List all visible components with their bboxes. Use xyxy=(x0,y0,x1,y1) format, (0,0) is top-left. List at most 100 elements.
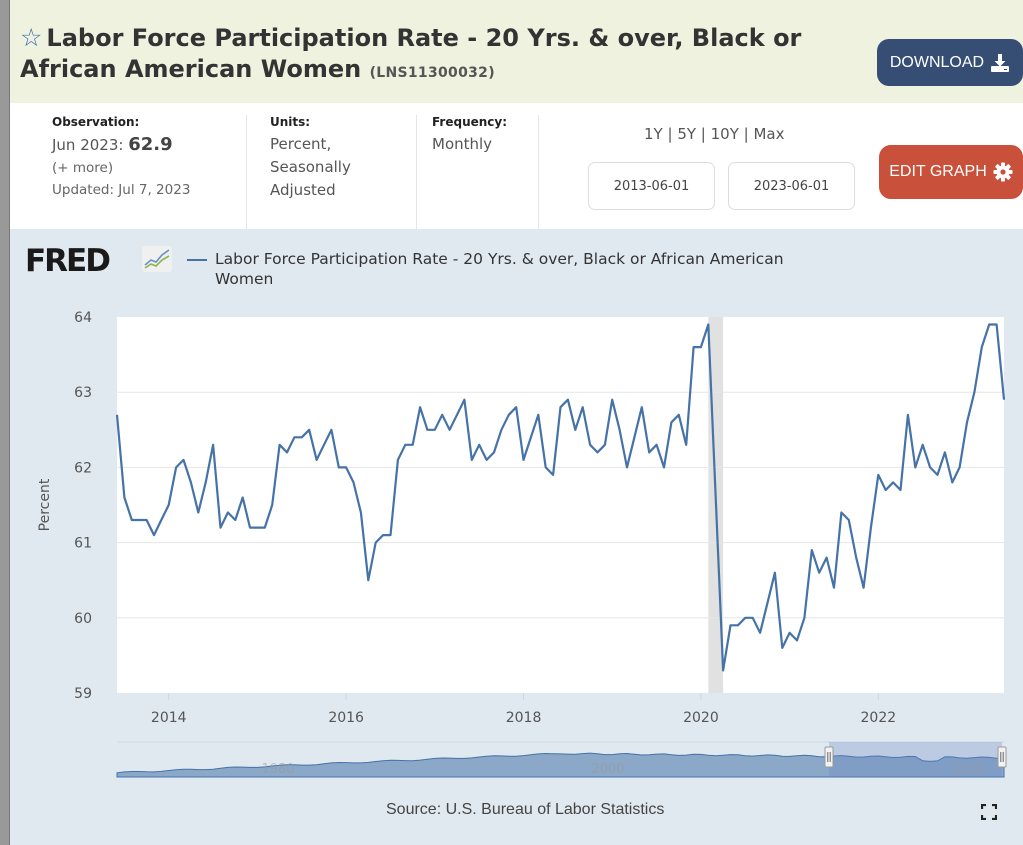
data-point xyxy=(204,480,208,484)
data-point xyxy=(610,398,614,402)
data-point xyxy=(278,443,282,447)
data-point xyxy=(130,518,134,522)
series-title: Labor Force Participation Rate - 20 Yrs.… xyxy=(20,24,802,83)
navigator-handle[interactable] xyxy=(997,746,1007,768)
observation-date: Jun 2023: xyxy=(52,136,124,154)
data-point xyxy=(218,526,222,530)
star-outline-icon[interactable]: ☆ xyxy=(20,23,43,52)
fred-logo: FRED xyxy=(25,243,111,279)
line-chart[interactable]: 59 60 61 62 63 64 Percent 2014 2016 2018 2020 2022 1… xyxy=(10,229,1023,845)
data-point xyxy=(411,443,415,447)
data-point xyxy=(307,428,311,432)
data-point xyxy=(285,450,289,454)
data-point xyxy=(773,571,777,575)
data-point xyxy=(566,398,570,402)
data-point xyxy=(795,638,799,642)
download-button[interactable]: DOWNLOAD xyxy=(877,39,1023,86)
frequency-label: Frequency: xyxy=(432,115,508,129)
navigator-selection xyxy=(829,742,1002,777)
y-tick-label: 59 xyxy=(74,686,92,702)
data-point xyxy=(810,548,814,552)
observation-label: Observation: xyxy=(52,115,140,129)
units-line1: Percent, xyxy=(270,135,332,153)
data-point xyxy=(440,413,444,417)
end-date-input[interactable]: 2023-06-01 xyxy=(728,162,855,210)
data-point xyxy=(396,458,400,462)
data-point xyxy=(817,571,821,575)
observation-value-row: Jun 2023: 62.9 xyxy=(52,133,190,157)
series-meta: Observation: Jun 2023: 62.9 (+ more) Upd… xyxy=(10,103,1023,229)
data-point xyxy=(292,435,296,439)
data-point xyxy=(706,323,710,327)
data-point xyxy=(669,420,673,424)
data-point xyxy=(899,488,903,492)
data-point xyxy=(603,443,607,447)
data-point xyxy=(921,443,925,447)
edit-graph-button[interactable]: EDIT GRAPH xyxy=(879,145,1023,199)
data-point xyxy=(248,526,252,530)
data-point xyxy=(322,443,326,447)
data-point xyxy=(226,511,230,515)
data-point xyxy=(573,428,577,432)
data-point xyxy=(233,518,237,522)
divider xyxy=(416,115,417,229)
data-point xyxy=(403,443,407,447)
data-point xyxy=(743,616,747,620)
y-tick-label: 64 xyxy=(74,310,92,326)
fullscreen-icon[interactable] xyxy=(981,804,997,820)
units-label: Units: xyxy=(270,115,311,129)
range-10y-link[interactable]: 10Y xyxy=(710,125,739,143)
data-point xyxy=(462,398,466,402)
legend-label[interactable]: Labor Force Participation Rate - 20 Yrs.… xyxy=(215,249,835,289)
range-separator: | xyxy=(696,125,711,143)
range-1y-link[interactable]: 1Y xyxy=(644,125,663,143)
data-point xyxy=(544,465,548,469)
plot-area xyxy=(117,317,1004,693)
data-point xyxy=(470,458,474,462)
data-point xyxy=(906,413,910,417)
data-point xyxy=(485,458,489,462)
navigator-area xyxy=(116,752,1005,778)
fred-chart-icon xyxy=(142,246,172,272)
data-point xyxy=(211,443,215,447)
data-point xyxy=(714,495,718,499)
data-point xyxy=(425,428,429,432)
y-tick-label: 63 xyxy=(74,385,92,401)
data-point xyxy=(684,443,688,447)
data-point xyxy=(174,465,178,469)
navigator-label: 1980 xyxy=(261,762,294,777)
data-point xyxy=(632,435,636,439)
data-point xyxy=(122,495,126,499)
range-max-link[interactable]: Max xyxy=(753,125,785,143)
data-point xyxy=(765,601,769,605)
legend-line1: Labor Force Participation Rate - 20 Yrs.… xyxy=(215,250,784,268)
data-point xyxy=(802,616,806,620)
range-5y-link[interactable]: 5Y xyxy=(677,125,697,143)
data-point xyxy=(255,526,259,530)
series-line xyxy=(115,323,1006,672)
navigator-handle[interactable] xyxy=(824,746,834,768)
data-point xyxy=(913,465,917,469)
data-point xyxy=(115,413,119,417)
download-label: DOWNLOAD xyxy=(889,53,985,71)
range-separator: | xyxy=(738,125,754,143)
data-point xyxy=(736,623,740,627)
x-tick-label: 2016 xyxy=(328,710,364,726)
more-observations-link[interactable]: (+ more) xyxy=(52,160,114,176)
data-point xyxy=(721,668,725,672)
data-point xyxy=(300,435,304,439)
data-point xyxy=(536,413,540,417)
data-point xyxy=(137,518,141,522)
data-point xyxy=(1002,398,1006,402)
data-point xyxy=(551,473,555,477)
navigator-label: 2000 xyxy=(591,762,624,777)
range-separator: | xyxy=(662,125,678,143)
window-left-edge xyxy=(0,0,10,845)
data-point xyxy=(263,526,267,530)
observation-block: Observation: Jun 2023: 62.9 (+ more) Upd… xyxy=(52,115,190,201)
data-point xyxy=(839,511,843,515)
chart-panel: FRED Labor Force Participation Rate - 20… xyxy=(10,229,1023,845)
data-point xyxy=(780,646,784,650)
start-date-input[interactable]: 2013-06-01 xyxy=(588,162,715,210)
data-point xyxy=(433,428,437,432)
